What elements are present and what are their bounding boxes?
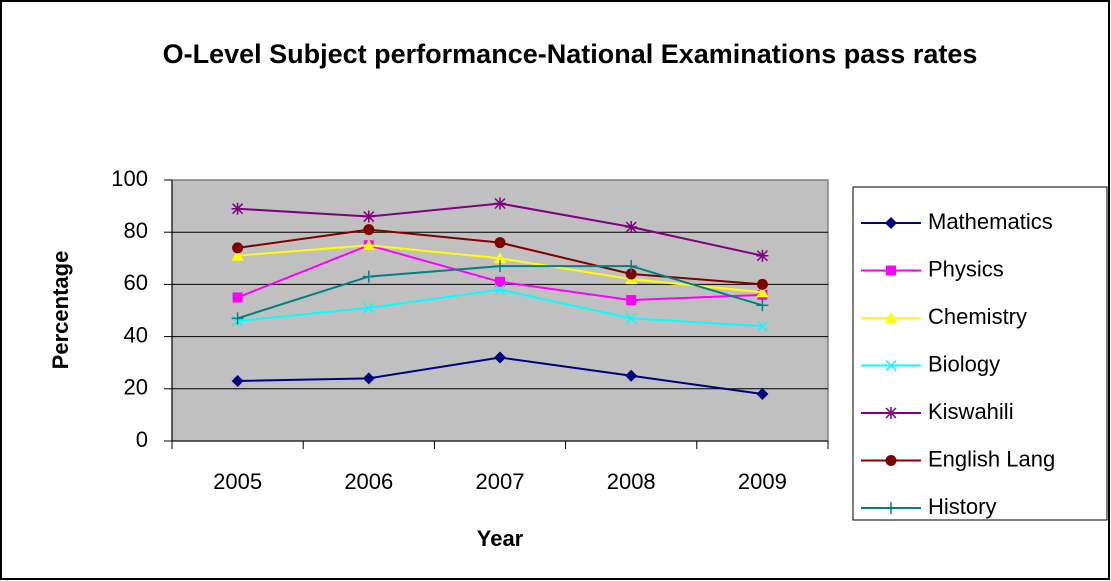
legend-marker: [885, 455, 897, 466]
legend-marker: [885, 407, 897, 419]
marker: [756, 286, 769, 298]
marker: [625, 268, 637, 280]
marker: [231, 374, 244, 387]
marker: [362, 372, 375, 385]
marker: [363, 302, 375, 314]
marker: [626, 295, 637, 306]
x-tick-label: 2008: [607, 469, 656, 494]
marker: [625, 312, 637, 324]
legend-label: Biology: [928, 351, 1000, 376]
plot-area: [171, 179, 829, 442]
legend-label: Mathematics: [928, 209, 1053, 234]
legend-label: Physics: [928, 256, 1004, 281]
marker: [625, 369, 638, 382]
marker: [494, 351, 506, 364]
marker: [756, 388, 769, 401]
marker: [756, 278, 768, 290]
marker: [494, 284, 506, 296]
marker: [494, 197, 506, 210]
marker: [232, 292, 243, 303]
marker: [756, 320, 768, 332]
legend-marker: [885, 359, 897, 372]
legend-label: History: [928, 494, 996, 519]
marker: [756, 299, 769, 312]
marker: [495, 276, 505, 287]
x-tick-label: 2006: [344, 469, 393, 494]
legend-label: Chemistry: [928, 304, 1027, 329]
y-tick-label: 60: [124, 270, 148, 295]
marker: [494, 252, 506, 264]
marker: [756, 249, 769, 262]
legend-marker: [885, 312, 897, 323]
marker: [625, 220, 638, 233]
x-tick-label: 2007: [476, 469, 525, 494]
marker: [232, 242, 244, 254]
y-tick-label: 100: [111, 166, 148, 191]
y-tick-label: 20: [124, 375, 148, 400]
marker: [362, 210, 375, 223]
chart-title: O-Level Subject performance-National Exa…: [162, 39, 978, 69]
legend-marker: [886, 265, 896, 276]
legend-label: Kiswahili: [928, 399, 1014, 424]
marker: [231, 312, 244, 325]
y-tick-label: 0: [136, 427, 148, 452]
legend-box: [852, 186, 1108, 521]
marker: [625, 260, 638, 273]
marker: [231, 249, 244, 261]
legend-marker: [885, 217, 897, 229]
y-tick-label: 40: [124, 322, 148, 347]
marker: [494, 260, 506, 273]
marker: [362, 270, 375, 283]
marker: [231, 202, 244, 215]
marker: [362, 239, 375, 251]
y-axis-label: Percentage: [48, 251, 73, 370]
x-axis-label: Year: [477, 526, 524, 551]
legend-label: English Lang: [928, 446, 1055, 471]
y-tick-label: 80: [124, 218, 148, 243]
marker: [363, 224, 375, 236]
marker: [494, 237, 506, 249]
x-tick-label: 2009: [738, 469, 787, 494]
x-tick-label: 2005: [213, 469, 262, 494]
legend-marker: [885, 502, 897, 514]
